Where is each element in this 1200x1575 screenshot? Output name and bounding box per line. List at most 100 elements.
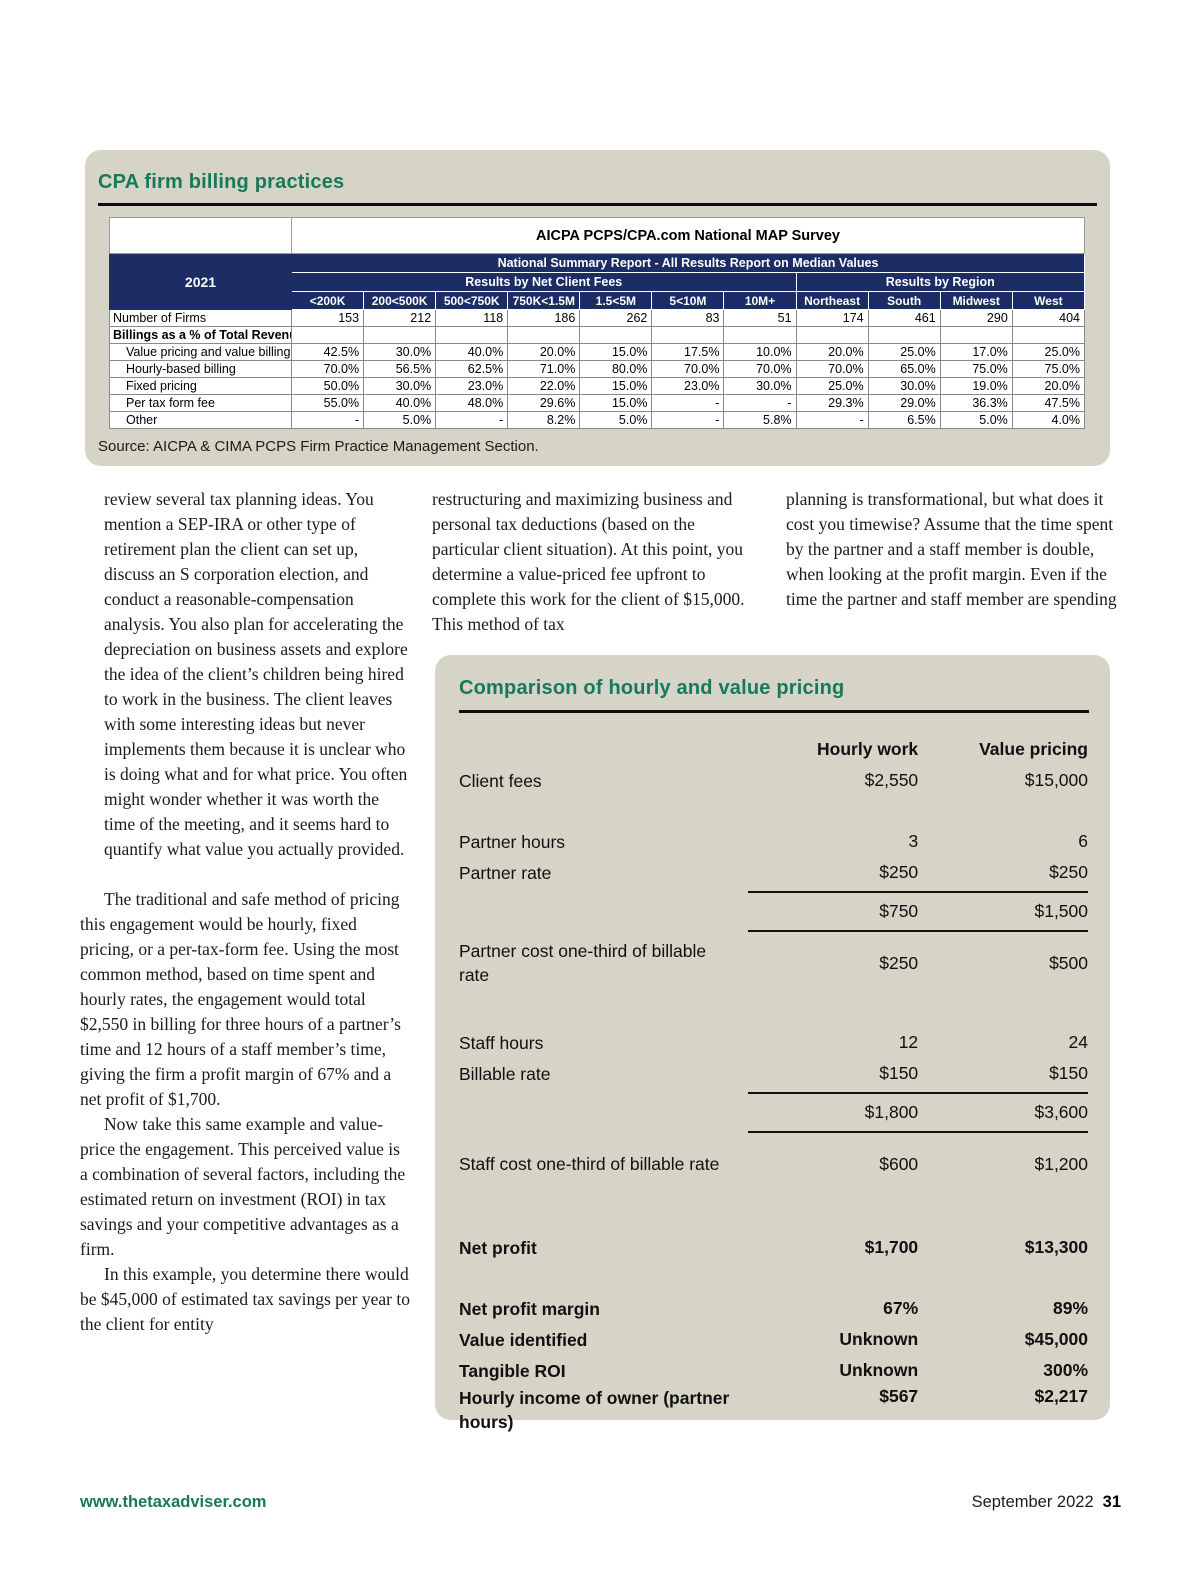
row-label: Staff cost one-third of billable rate bbox=[459, 1154, 720, 1174]
cell: Unknown bbox=[839, 1360, 919, 1380]
cell: 5.0% bbox=[579, 411, 653, 429]
row-label: Net profit bbox=[459, 1237, 537, 1258]
cell bbox=[1011, 326, 1086, 344]
title-rule bbox=[98, 203, 1097, 206]
cell: 15.0% bbox=[579, 394, 653, 412]
panel-title: Comparison of hourly and value pricing bbox=[459, 677, 845, 699]
cell: 25.0% bbox=[795, 377, 869, 395]
row-billings-section: Billings as a % of Total Revenues bbox=[109, 326, 1086, 344]
cell: 30.0% bbox=[867, 377, 941, 395]
cell: 10.0% bbox=[723, 343, 797, 361]
row-label: Staff hours bbox=[459, 1032, 544, 1053]
col-header: <200K bbox=[290, 291, 365, 310]
cell: $250 bbox=[879, 862, 919, 882]
cell: 300% bbox=[1043, 1360, 1089, 1380]
cell: 75.0% bbox=[1011, 360, 1086, 378]
cell: $15,000 bbox=[1024, 770, 1089, 790]
cell: $600 bbox=[879, 1153, 919, 1174]
comparison-pricing-panel: Comparison of hourly and value pricing H… bbox=[435, 655, 1110, 1432]
row-other: Other - 5.0% - 8.2% 5.0% - 5.8% - 6.5% 5… bbox=[109, 411, 1086, 429]
cell bbox=[435, 326, 509, 344]
cell: 212 bbox=[363, 309, 437, 327]
cell: 70.0% bbox=[795, 360, 869, 378]
row-label: Billable rate bbox=[459, 1063, 551, 1084]
cell: 29.3% bbox=[795, 394, 869, 412]
row-fixed-pricing: Fixed pricing 50.0% 30.0% 23.0% 22.0% 15… bbox=[109, 377, 1086, 395]
cell: 23.0% bbox=[435, 377, 509, 395]
cell: 153 bbox=[290, 309, 365, 327]
cell: 40.0% bbox=[435, 343, 509, 361]
row-per-tax-form-fee: Per tax form fee 55.0% 40.0% 48.0% 29.6%… bbox=[109, 394, 1086, 412]
cell: 67% bbox=[883, 1298, 919, 1318]
paragraph: restructuring and maximizing business an… bbox=[432, 489, 745, 634]
cell: $2,217 bbox=[1034, 1386, 1089, 1406]
cell: $150 bbox=[1049, 1063, 1089, 1083]
cell: 30.0% bbox=[723, 377, 797, 395]
cell: 70.0% bbox=[723, 360, 797, 378]
cell: 30.0% bbox=[363, 343, 437, 361]
cell: Unknown bbox=[839, 1329, 919, 1349]
row-staff-cost: Staff cost one-third of billable rate $6… bbox=[459, 1136, 1088, 1192]
cell: 19.0% bbox=[939, 377, 1013, 395]
cell: 22.0% bbox=[507, 377, 581, 395]
cell: $150 bbox=[879, 1063, 919, 1083]
body-column-2: restructuring and maximizing business an… bbox=[432, 487, 764, 637]
survey-title-row: AICPA PCPS/CPA.com National MAP Survey bbox=[109, 217, 1085, 254]
sum-rule bbox=[748, 1092, 1088, 1094]
cell: - bbox=[723, 394, 797, 412]
cell bbox=[651, 326, 725, 344]
group-header-region: Results by Region bbox=[795, 272, 1086, 292]
cell: 55.0% bbox=[290, 394, 365, 412]
cell: 404 bbox=[1011, 309, 1086, 327]
row-number-of-firms: Number of Firms 153 212 118 186 262 83 5… bbox=[109, 309, 1086, 327]
paragraph: In this example, you determine there wou… bbox=[80, 1264, 410, 1334]
row-label: Partner hours bbox=[459, 831, 566, 852]
cell: 48.0% bbox=[435, 394, 509, 412]
cell: $1,700 bbox=[864, 1237, 919, 1257]
summary-header-row: 2021 National Summary Report - All Resul… bbox=[109, 253, 1085, 310]
comparison-header-row: Hourly work Value pricing bbox=[459, 734, 1088, 765]
col-header: West bbox=[1011, 291, 1086, 310]
col-header: 750K<1.5M bbox=[507, 291, 581, 310]
cell: 15.0% bbox=[579, 377, 653, 395]
sum-rule bbox=[748, 891, 1088, 893]
cell: 40.0% bbox=[363, 394, 437, 412]
cell: 29.0% bbox=[867, 394, 941, 412]
cell: 15.0% bbox=[579, 343, 653, 361]
cell: 174 bbox=[795, 309, 869, 327]
map-survey-table-wrap: AICPA PCPS/CPA.com National MAP Survey 2… bbox=[109, 217, 1086, 429]
cell: 20.0% bbox=[507, 343, 581, 361]
cell: $3,600 bbox=[1034, 1102, 1089, 1122]
cell: 71.0% bbox=[507, 360, 581, 378]
cell: 83 bbox=[651, 309, 725, 327]
row-label: Partner rate bbox=[459, 862, 552, 883]
row-client-fees: Client fees $2,550 $15,000 bbox=[459, 765, 1088, 796]
cell: 12 bbox=[898, 1032, 919, 1052]
row-label: Fixed pricing bbox=[109, 377, 292, 395]
year-cell: 2021 bbox=[109, 253, 292, 310]
paragraph: planning is transformational, but what d… bbox=[786, 489, 1117, 609]
row-value-pricing: Value pricing and value billing 42.5% 30… bbox=[109, 343, 1086, 361]
cell: - bbox=[290, 411, 365, 429]
col-header-value: Value pricing bbox=[979, 739, 1089, 759]
cell: $250 bbox=[1049, 862, 1089, 882]
group-header-row: Results by Net Client Fees Results by Re… bbox=[110, 272, 1086, 292]
cell: $13,300 bbox=[1024, 1237, 1089, 1257]
cell: 29.6% bbox=[507, 394, 581, 412]
cell: 186 bbox=[507, 309, 581, 327]
footer-site-url: www.thetaxadviser.com bbox=[80, 1493, 267, 1511]
cpa-billing-practices-panel: CPA firm billing practices AICPA PCPS/CP… bbox=[85, 150, 1110, 466]
cell: - bbox=[651, 411, 725, 429]
paragraph: review several tax planning ideas. You m… bbox=[104, 489, 408, 859]
cell: 56.5% bbox=[363, 360, 437, 378]
col-header: 1.5<5M bbox=[579, 291, 653, 310]
cell bbox=[507, 326, 581, 344]
cell: 51 bbox=[723, 309, 797, 327]
cell: 75.0% bbox=[939, 360, 1013, 378]
cell: 24 bbox=[1068, 1032, 1089, 1052]
row-staff-hours: Staff hours 12 24 bbox=[459, 1027, 1088, 1058]
cell bbox=[867, 326, 941, 344]
col-header: Northeast bbox=[795, 291, 869, 310]
col-header: 10M+ bbox=[723, 291, 797, 310]
